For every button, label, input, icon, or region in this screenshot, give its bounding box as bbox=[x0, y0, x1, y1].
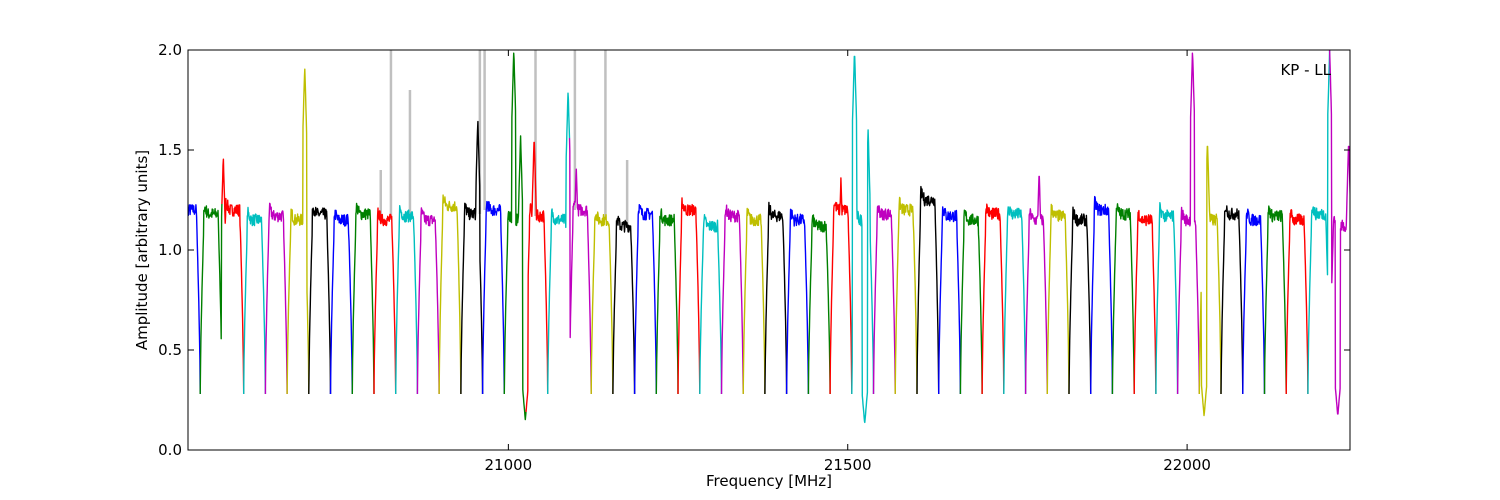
plot-background bbox=[188, 50, 1350, 450]
channel-trace-18 bbox=[547, 92, 571, 395]
channel-trace-31 bbox=[829, 177, 853, 395]
channel-trace-38 bbox=[981, 203, 1005, 395]
channel-trace-17 bbox=[525, 141, 549, 413]
ticks-layer: 21000 21500 22000 0.0 0.5 1.0 1.5 2.0 bbox=[158, 41, 1350, 474]
x-tick-label: 21500 bbox=[824, 456, 872, 474]
channel-trace-1 bbox=[188, 204, 201, 395]
channel-trace-52 bbox=[1285, 209, 1309, 395]
y-tick-label: 2.0 bbox=[158, 41, 182, 59]
channel-trace-46 bbox=[1155, 202, 1179, 395]
channel-trace-21 bbox=[612, 215, 636, 395]
channel-trace-34 bbox=[894, 196, 918, 395]
channel-trace-22 bbox=[633, 204, 657, 395]
channel-trace-51 bbox=[1263, 205, 1287, 395]
channel-trace-44 bbox=[1111, 203, 1135, 395]
channel-trace-15 bbox=[481, 200, 505, 395]
channel-trace-33 bbox=[872, 205, 896, 395]
channel-trace-43 bbox=[1090, 195, 1114, 395]
channel-trace-23 bbox=[655, 208, 679, 395]
channel-trace-30 bbox=[807, 214, 831, 395]
channel-trace-36 bbox=[938, 206, 962, 395]
series-layer bbox=[188, 50, 1350, 424]
channel-trace-37 bbox=[959, 209, 983, 395]
channel-trace-12 bbox=[416, 207, 440, 395]
x-axis-label: Frequency [MHz] bbox=[706, 472, 832, 490]
channel-trace-32 bbox=[851, 55, 875, 424]
channel-trace-16 bbox=[503, 52, 527, 421]
channel-trace-35 bbox=[916, 185, 940, 395]
y-tick-label: 0.0 bbox=[158, 441, 182, 459]
y-tick-label: 0.5 bbox=[158, 341, 182, 359]
channel-trace-47 bbox=[1176, 52, 1200, 395]
channel-trace-49 bbox=[1220, 205, 1244, 395]
channel-trace-19 bbox=[568, 137, 592, 395]
channel-trace-24 bbox=[677, 197, 701, 395]
channel-trace-6 bbox=[286, 68, 310, 395]
channel-trace-40 bbox=[1024, 175, 1048, 395]
channel-trace-41 bbox=[1046, 203, 1070, 395]
channel-trace-27 bbox=[742, 207, 766, 395]
channel-trace-25 bbox=[699, 214, 723, 395]
x-tick-label: 22000 bbox=[1163, 456, 1211, 474]
channel-trace-10 bbox=[373, 207, 397, 395]
channel-trace-26 bbox=[720, 204, 744, 395]
channel-trace-11 bbox=[395, 205, 419, 395]
channel-trace-45 bbox=[1133, 209, 1157, 395]
channel-trace-2 bbox=[199, 203, 223, 395]
channel-trace-53 bbox=[1307, 50, 1331, 395]
channel-trace-50 bbox=[1242, 208, 1266, 395]
channel-trace-5 bbox=[264, 202, 288, 395]
channel-trace-3 bbox=[221, 158, 245, 395]
channel-trace-8 bbox=[329, 209, 353, 395]
channel-trace-28 bbox=[764, 201, 788, 395]
channel-trace-42 bbox=[1068, 206, 1092, 395]
y-axis-label: Amplitude [arbitrary units] bbox=[133, 150, 151, 350]
channel-trace-9 bbox=[351, 202, 375, 395]
channel-trace-14 bbox=[460, 120, 484, 395]
channel-trace-29 bbox=[785, 208, 810, 395]
channel-trace-54 bbox=[1328, 50, 1350, 415]
channel-trace-48 bbox=[1198, 145, 1222, 417]
channel-trace-39 bbox=[1003, 206, 1027, 395]
x-tick-label: 21000 bbox=[485, 456, 533, 474]
channel-trace-20 bbox=[590, 211, 614, 395]
y-tick-label: 1.5 bbox=[158, 141, 182, 159]
y-tick-label: 1.0 bbox=[158, 241, 182, 259]
channel-trace-13 bbox=[438, 194, 462, 395]
channel-trace-7 bbox=[308, 206, 332, 395]
channel-trace-4 bbox=[243, 206, 267, 395]
baseline-annotation: KP - LL bbox=[1280, 61, 1331, 79]
